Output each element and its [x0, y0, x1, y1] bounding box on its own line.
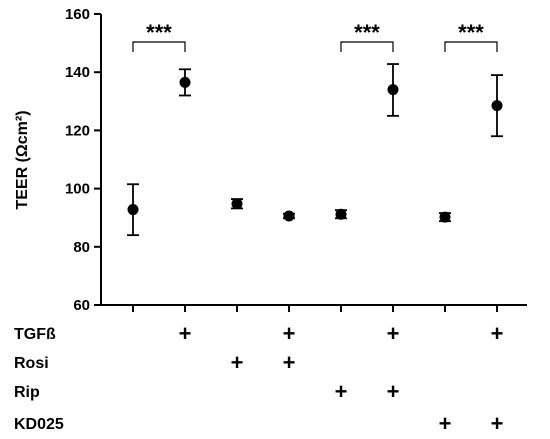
- y-tick-label: 140: [65, 64, 90, 81]
- treatment-marker: +: [231, 350, 244, 375]
- significance-brackets: *** *** ***: [132, 20, 498, 52]
- treatment-marker: +: [387, 321, 400, 346]
- y-tick-label: 120: [65, 122, 90, 139]
- data-point: [491, 100, 503, 112]
- y-tick-label: 60: [73, 297, 90, 314]
- treatment-label: KD025: [14, 416, 64, 433]
- treatment-label: Rosi: [14, 355, 49, 372]
- significance-bracket: [444, 41, 498, 52]
- treatment-marker: +: [335, 379, 348, 404]
- treatment-marker: +: [283, 321, 296, 346]
- significance-label: ***: [458, 20, 484, 45]
- treatment-marker: +: [283, 350, 296, 375]
- significance-label: ***: [354, 20, 380, 45]
- data-point: [179, 76, 191, 88]
- treatment-label: TGFß: [14, 326, 56, 343]
- treatment-table: TGFß + + + + Rosi + + Rip + + KD025 + +: [14, 321, 503, 436]
- treatment-marker: +: [491, 321, 504, 346]
- significance-bracket: [340, 41, 394, 52]
- data-point: [283, 210, 295, 222]
- treatment-marker: +: [439, 411, 452, 436]
- treatment-marker: +: [491, 411, 504, 436]
- data-points: [127, 76, 503, 223]
- significance-bracket: [132, 41, 186, 52]
- data-point: [387, 84, 399, 96]
- y-axis-label: TEER (Ωcm²): [14, 110, 31, 209]
- y-tick-label: 100: [65, 181, 90, 198]
- significance-label: ***: [146, 20, 172, 45]
- y-tick-label: 160: [65, 6, 90, 23]
- treatment-label: Rip: [14, 384, 40, 401]
- data-point: [439, 211, 451, 223]
- error-bars: [127, 63, 503, 237]
- treatment-marker: +: [179, 321, 192, 346]
- axes: 60 80 100 120 140 160: [65, 6, 527, 314]
- treatment-marker: +: [387, 379, 400, 404]
- data-point: [231, 198, 243, 210]
- y-tick-label: 80: [73, 239, 90, 256]
- data-point: [127, 204, 139, 216]
- data-point: [335, 208, 347, 220]
